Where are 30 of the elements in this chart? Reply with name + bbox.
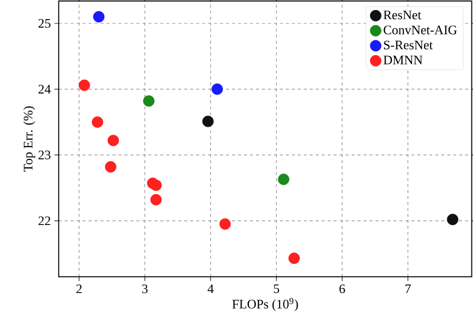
y-tick-label: 22	[38, 216, 50, 226]
point	[150, 194, 162, 206]
x-axis-title: FLOPs (10$^{9}$)	[232, 298, 298, 312]
point	[104, 161, 116, 173]
legend-label: ResNet	[384, 10, 422, 20]
x-tick-label: 5	[274, 284, 280, 294]
point	[78, 80, 90, 91]
point	[202, 116, 214, 128]
x-tick-label: 4	[208, 284, 214, 293]
point	[92, 116, 104, 128]
y-tick-label: 25	[38, 19, 50, 28]
legend-label: DMNN	[384, 56, 422, 64]
point	[288, 252, 300, 264]
point	[150, 180, 162, 191]
y-axis-title: Top Err. (%)	[23, 106, 36, 172]
point	[108, 134, 119, 146]
x-tick-label: 3	[142, 284, 148, 294]
x-tick-label: 7	[406, 284, 411, 293]
legend-label: S-ResNet	[384, 40, 433, 50]
point	[446, 214, 458, 226]
point	[211, 83, 223, 95]
y-tick-label: 23	[38, 150, 50, 160]
x-tick-label: 2	[76, 284, 82, 294]
legend-label: ConvNet-AIG	[384, 26, 457, 34]
point	[219, 218, 231, 230]
x-tick-label: 6	[339, 284, 346, 294]
y-tick-label: 24	[38, 84, 51, 94]
point	[93, 11, 105, 22]
point	[278, 174, 290, 186]
point	[143, 95, 154, 107]
